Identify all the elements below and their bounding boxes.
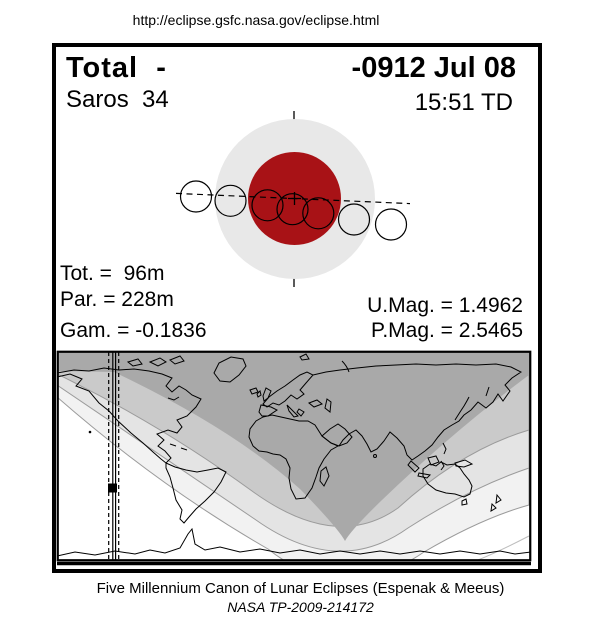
zenith-marker — [108, 483, 117, 493]
stat-partial-duration: Par. = 228m — [60, 288, 174, 311]
shadow-center-cross — [288, 192, 301, 205]
eclipse-figure — [56, 111, 532, 566]
stat-penumbral-magnitude: P.Mag. = 2.5465 — [371, 319, 523, 342]
moon-contact-circle — [251, 189, 284, 222]
moon-contact-circle — [214, 184, 247, 217]
stat-gamma: Gam. = -0.1836 — [60, 319, 207, 342]
saros-label: Saros 34 — [66, 86, 169, 113]
moon-contact-circle — [374, 208, 408, 241]
moon-contact-circle — [337, 203, 371, 236]
zenith-longitude-lines — [108, 352, 120, 560]
visibility-map — [56, 350, 532, 566]
canon-credit-line: Five Millennium Canon of Lunar Eclipses … — [96, 580, 505, 597]
island-dot — [88, 430, 92, 434]
shadow-diagram — [175, 111, 411, 287]
shade-faint-boundary — [477, 535, 530, 560]
eclipse-time: 15:51 TD — [414, 89, 513, 116]
eclipse-type-label: Total - — [66, 52, 167, 84]
nasa-tp-reference: NASA TP-2009-214172 — [227, 599, 374, 615]
moon-contact-circle — [276, 193, 309, 226]
continent-outlines — [57, 353, 531, 557]
map-border — [56, 350, 532, 562]
eclipse-date: -0912 Jul 08 — [351, 52, 516, 84]
moon-positions — [179, 180, 408, 241]
stat-totality-duration: Tot. = 96m — [60, 262, 165, 285]
visibility-shade-bands — [57, 352, 530, 560]
stat-umbral-magnitude: U.Mag. = 1.4962 — [367, 294, 523, 317]
moon-contact-circle — [179, 180, 213, 213]
moon-contact-circle — [302, 197, 335, 230]
source-url-text: http://eclipse.gsfc.nasa.gov/eclipse.htm… — [132, 12, 380, 28]
